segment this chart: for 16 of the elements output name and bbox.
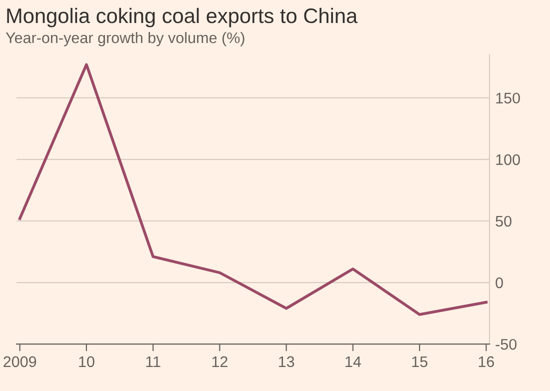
x-tick-label: 16 (478, 356, 494, 368)
x-tick-label: 12 (212, 356, 228, 367)
y-tick-label: 100 (496, 154, 520, 166)
y-tick-label: 50 (496, 216, 512, 227)
x-tick-label: 10 (79, 356, 94, 368)
y-tick-label: -50 (496, 338, 517, 350)
x-tick-label: 11 (146, 356, 160, 367)
x-tick-label: 13 (278, 356, 294, 368)
y-tick-label: 150 (496, 92, 520, 104)
chart-subtitle: Year-on-year growth by volume (%) (6, 32, 244, 46)
line-series (18, 63, 488, 316)
x-tick-label: 2009 (4, 356, 36, 368)
x-tick-label: 15 (412, 356, 428, 368)
x-tick-label: 14 (346, 356, 361, 367)
chart-title: Mongolia coking coal exports to China (7, 8, 358, 28)
y-tick-label: 0 (496, 277, 503, 288)
